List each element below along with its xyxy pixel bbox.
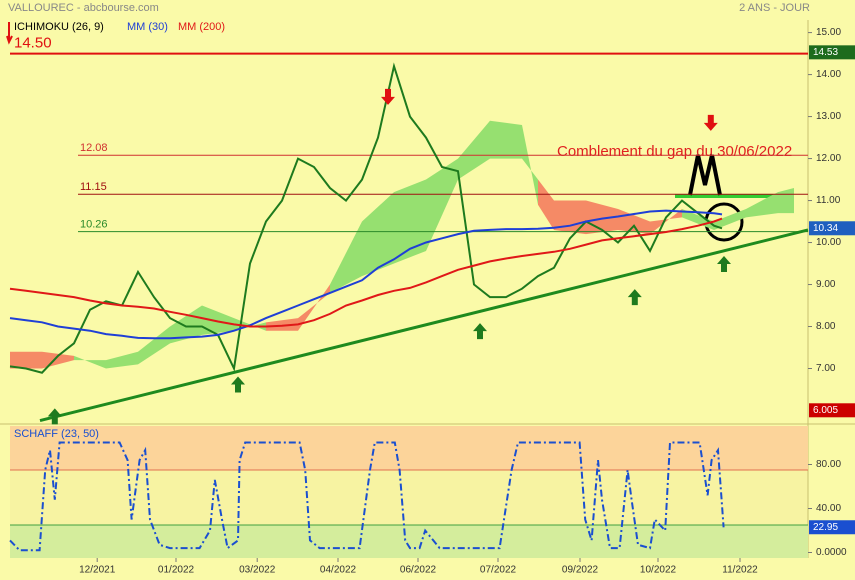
overbought-zone — [10, 426, 808, 470]
ichimoku-cloud — [426, 158, 458, 251]
trend-line — [39, 228, 809, 423]
x-tick-label: 06/2022 — [400, 565, 437, 576]
ichimoku-cloud — [778, 187, 794, 214]
y-tick-label: 12.00 — [816, 153, 841, 164]
ichimoku-cloud — [202, 305, 234, 335]
y-tick-label: 13.00 — [816, 111, 841, 122]
y-tick-label: 14.00 — [816, 69, 841, 80]
ichimoku-cloud — [650, 208, 682, 235]
x-tick-label: 10/2022 — [640, 565, 677, 576]
ichimoku-cloud — [10, 351, 42, 369]
price-tag-label: 14.53 — [813, 47, 838, 58]
source: VALLOUREC - abcbourse.com — [8, 2, 159, 14]
y-tick-label: 9.00 — [816, 279, 836, 290]
x-tick-label: 03/2022 — [239, 565, 276, 576]
signal-arrow — [231, 376, 245, 393]
ichimoku-cloud — [490, 120, 522, 159]
ichimoku-cloud — [106, 351, 138, 369]
period: 2 ANS - JOUR — [739, 2, 810, 14]
price-tag-label: 6.005 — [813, 405, 838, 416]
ichimoku-cloud — [554, 200, 586, 235]
y-tick-label: 10.00 — [816, 237, 841, 248]
signal-arrow — [381, 88, 395, 105]
series-line — [9, 441, 725, 552]
price-tag — [809, 403, 855, 418]
x-tick-label: 07/2022 — [480, 565, 517, 576]
ichimoku-cloud — [330, 221, 362, 293]
level-label: 10.26 — [80, 219, 108, 231]
ichimoku-cloud — [682, 208, 714, 230]
ichimoku-cloud — [74, 355, 106, 369]
series-line — [9, 209, 723, 340]
ichimoku-cloud — [458, 120, 490, 180]
price-tag — [809, 221, 855, 236]
oversold-zone — [10, 525, 808, 558]
legend-entry: MM (200) — [178, 21, 225, 33]
ichimoku-cloud — [714, 208, 746, 230]
signal-arrow — [47, 408, 62, 425]
series-line — [9, 62, 723, 374]
level-label: 12.08 — [80, 142, 108, 154]
series-line — [9, 217, 723, 328]
ichimoku-cloud — [538, 179, 554, 230]
x-tick-label: 04/2022 — [320, 565, 357, 576]
ichimoku-cloud — [266, 318, 298, 331]
y-tick-label: 8.00 — [816, 321, 836, 332]
ichimoku-cloud — [394, 179, 426, 264]
legend-entry: SCHAFF (23, 50) — [14, 428, 99, 440]
signal-arrow — [703, 114, 718, 131]
ichimoku-cloud — [170, 305, 202, 344]
y-tick-label: 15.00 — [816, 27, 841, 38]
x-tick-label: 01/2022 — [158, 565, 195, 576]
signal-arrow — [717, 255, 731, 272]
ichimoku-cloud — [138, 326, 170, 365]
ichimoku-cloud — [362, 192, 394, 277]
ichimoku-cloud — [522, 124, 538, 205]
y-tick-label: 80.00 — [816, 459, 841, 470]
y-tick-label: 40.00 — [816, 503, 841, 514]
x-tick-label: 11/2022 — [722, 565, 758, 576]
y-tick-label: 7.00 — [816, 363, 836, 374]
signal-arrow — [627, 289, 642, 306]
x-tick-label: 09/2022 — [562, 565, 599, 576]
ichimoku-cloud — [746, 192, 778, 218]
level-label: 11.15 — [80, 181, 107, 193]
marker — [6, 22, 13, 45]
level-label: 14.50 — [14, 35, 52, 52]
legend-entry: MM (30) — [127, 21, 168, 33]
price-tag-label: 10.34 — [813, 223, 838, 234]
y-tick-label: 0.0000 — [816, 547, 847, 558]
price-tag — [809, 520, 855, 535]
annotation: Comblement du gap du 30/06/2022 — [557, 143, 792, 160]
m-pattern — [688, 154, 722, 196]
signal-arrow — [473, 323, 487, 340]
indicator-title: ICHIMOKU (26, 9) — [14, 21, 104, 33]
y-tick-label: 11.00 — [816, 195, 841, 206]
x-tick-label: 12/2021 — [79, 565, 116, 576]
price-tag-label: 22.95 — [813, 522, 838, 533]
price-tag — [809, 45, 855, 60]
